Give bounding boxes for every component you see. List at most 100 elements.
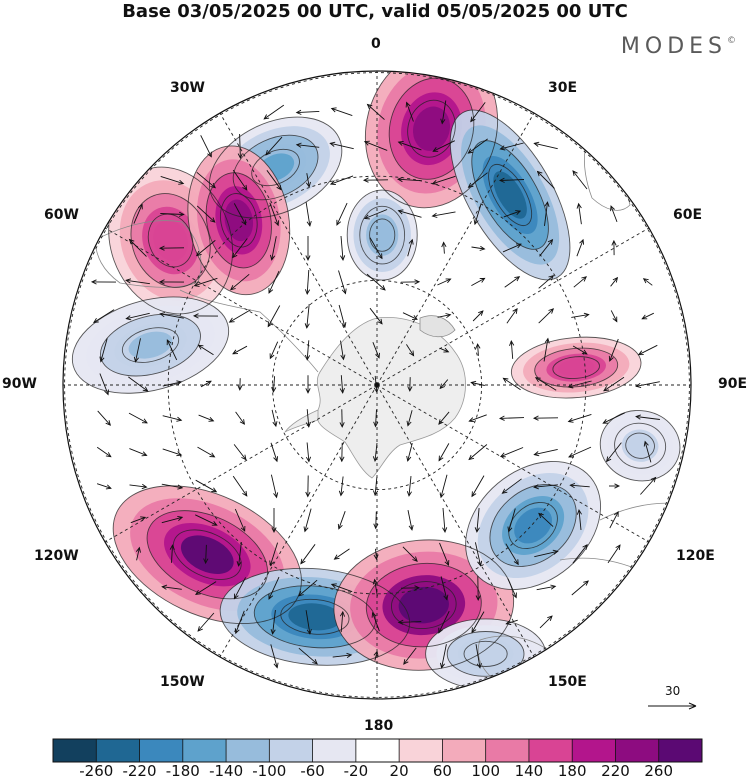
wind-arrow — [637, 344, 658, 356]
wind-arrow — [406, 410, 413, 427]
wind-arrow — [90, 279, 117, 285]
wind-arrow — [602, 412, 625, 424]
wind-arrow — [439, 542, 450, 567]
wind-arrow — [576, 508, 582, 531]
wind-arrow — [400, 279, 421, 285]
wind-arrow — [338, 476, 344, 497]
wind-arrow — [305, 375, 311, 394]
wind-arrow — [567, 413, 592, 423]
wind-arrow — [160, 211, 185, 217]
wind-arrow — [468, 414, 487, 423]
wind-arrow — [333, 548, 350, 560]
colorbar-swatch — [226, 739, 270, 762]
wind-arrow — [442, 507, 448, 534]
wind-arrow — [610, 310, 618, 323]
wind-arrow — [128, 238, 147, 257]
wind-arrow — [571, 580, 590, 596]
wind-arrow — [233, 203, 247, 226]
wind-arrow — [305, 409, 311, 428]
colorbar-swatch — [572, 739, 616, 762]
wind-arrow — [269, 341, 279, 360]
wind-arrow — [432, 140, 455, 152]
wind-arrow — [569, 482, 590, 489]
wind-arrow — [373, 511, 379, 530]
lon-label-120e: 120E — [676, 548, 715, 564]
colorbar-label: 100 — [471, 762, 501, 780]
wind-arrow — [538, 512, 554, 527]
wind-arrow — [330, 107, 353, 117]
colorbar-label: -260 — [79, 762, 114, 780]
colorbar-label: -100 — [252, 762, 287, 780]
wind-arrow — [407, 238, 414, 257]
wind-arrow — [373, 548, 379, 561]
wind-arrow — [609, 483, 621, 489]
wind-arrow — [269, 542, 279, 567]
wind-arrow — [298, 647, 318, 665]
lon-label-150w: 150W — [160, 674, 205, 690]
wind-arrow — [605, 442, 622, 463]
wind-arrow — [396, 176, 423, 183]
wind-arrow — [237, 378, 243, 391]
wind-arrow — [166, 339, 178, 361]
wind-arrow — [269, 236, 277, 261]
wind-arrow — [195, 581, 217, 595]
wind-arrow — [366, 103, 385, 120]
colorbar-label: -180 — [165, 762, 200, 780]
wind-arrow — [200, 135, 212, 158]
wind-arrow — [502, 243, 522, 253]
wind-arrow — [295, 142, 320, 148]
colorbar-label: 260 — [644, 762, 674, 780]
wind-arrow — [440, 100, 447, 125]
wind-arrow — [99, 338, 108, 363]
wind-arrow — [129, 448, 148, 457]
lon-label-150e: 150E — [548, 674, 587, 690]
wind-arrow — [567, 380, 592, 389]
wind-arrow — [197, 446, 216, 458]
anomaly-shading — [72, 71, 680, 689]
lon-label-30w: 30W — [170, 80, 205, 96]
wind-arrow — [229, 273, 250, 291]
wind-arrow — [474, 542, 483, 567]
wind-arrow — [232, 475, 248, 497]
wind-arrow — [576, 238, 585, 257]
wind-arrow — [572, 345, 588, 355]
lon-label-120w: 120W — [34, 548, 79, 564]
wind-arrow — [339, 442, 345, 463]
wind-arrow — [366, 273, 386, 291]
wind-arrow — [505, 619, 518, 625]
anomaly-negative — [347, 190, 418, 281]
wind-arrow — [305, 202, 312, 227]
wind-arrow — [504, 276, 521, 288]
wind-arrow — [228, 309, 251, 323]
colorbar-swatch — [485, 739, 530, 762]
lon-label-60e: 60E — [673, 207, 703, 223]
wind-arrow — [268, 270, 280, 294]
wind-arrow — [337, 511, 346, 530]
wind-arrow — [603, 376, 625, 392]
colorbar-swatch — [312, 739, 357, 762]
wind-arrow — [363, 140, 388, 151]
wind-arrow — [305, 610, 312, 635]
wind-arrow — [573, 276, 587, 288]
wind-arrow — [270, 610, 276, 635]
wind-arrow — [159, 312, 184, 319]
wind-arrow — [235, 411, 245, 425]
wind-arrow — [329, 141, 354, 150]
wind-arrow — [503, 210, 522, 218]
wind-arrow — [539, 615, 553, 629]
wind-arrow — [162, 415, 183, 422]
wind-arrow — [338, 270, 347, 295]
wind-arrow — [610, 205, 618, 223]
wind-arrow — [572, 543, 588, 564]
anomaly-negative — [465, 461, 601, 590]
wind-arrow — [437, 278, 452, 286]
wind-arrow — [133, 203, 143, 224]
wind-arrow — [507, 578, 517, 599]
wind-arrow — [533, 484, 558, 490]
wind-arrow — [502, 377, 521, 391]
wind-arrow — [158, 279, 185, 285]
wind-arrow — [195, 240, 216, 257]
wind-arrow — [473, 203, 482, 226]
wind-arrow — [439, 347, 450, 353]
